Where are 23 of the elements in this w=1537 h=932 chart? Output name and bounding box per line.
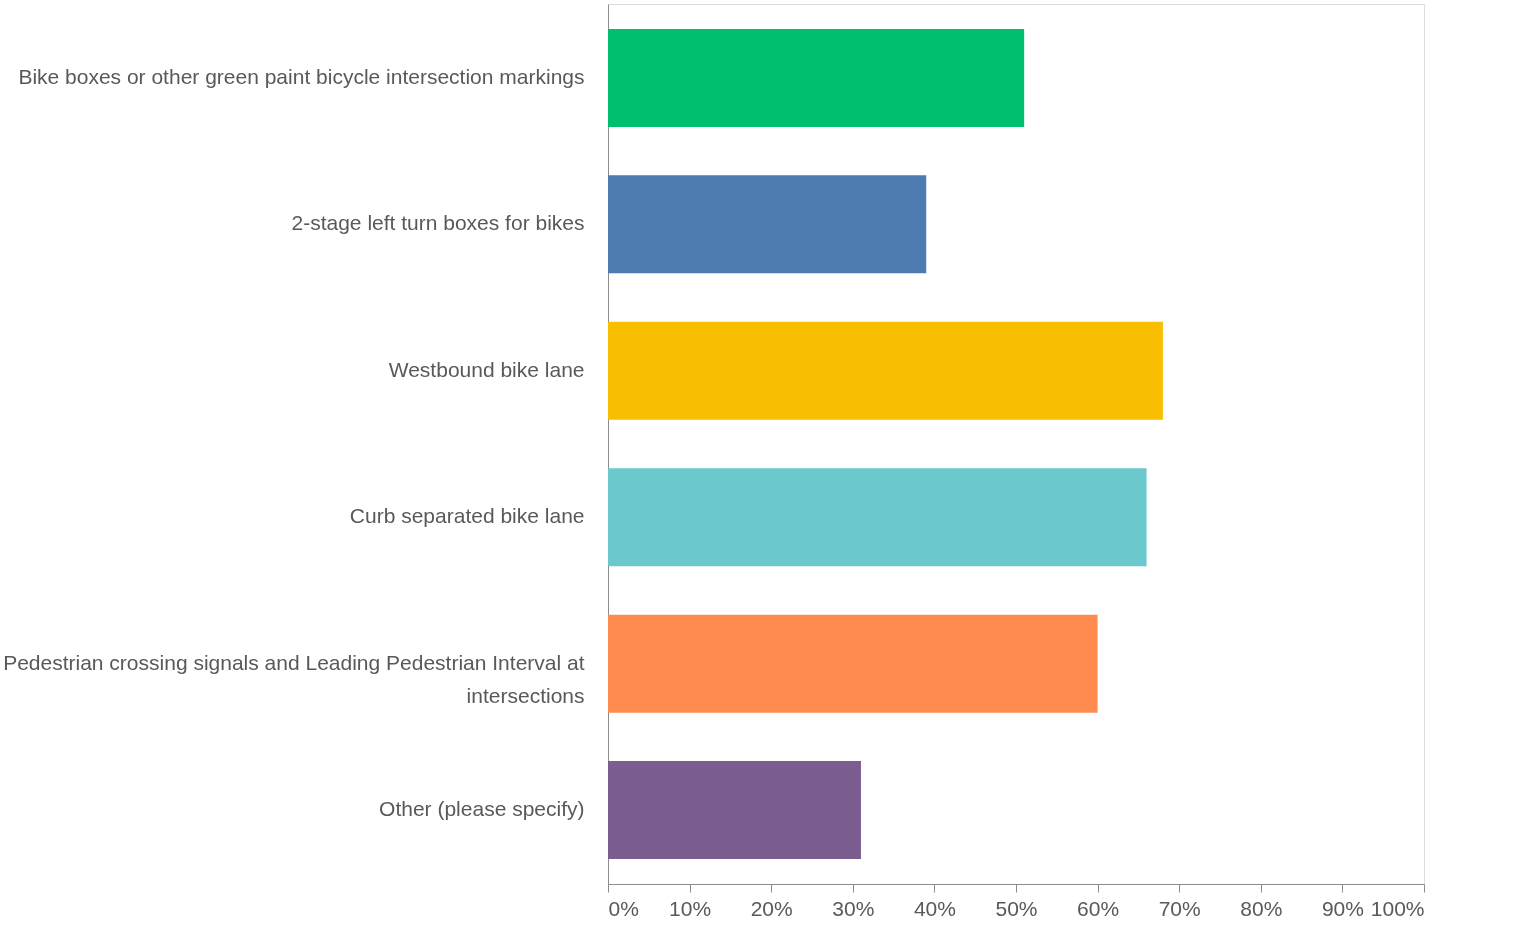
x-tick-label: 40% (913, 896, 956, 920)
y-tick-label: 2-stage left turn boxes for bikes (291, 211, 585, 235)
bar (608, 761, 861, 860)
y-tick-label: Pedestrian crossing signals and Leading Pedestrian Interval at intersections (3, 650, 585, 707)
x-tick-label: 60% (1077, 896, 1120, 920)
x-tick-label: 90% (1321, 896, 1364, 920)
bar (608, 321, 1163, 420)
x-tick-label: 50% (995, 896, 1038, 920)
y-tick-label: Westbound bike lane (388, 357, 585, 381)
bar (608, 468, 1147, 567)
bar (608, 614, 1098, 713)
y-tick-label: Other (please specify) (379, 797, 585, 821)
x-tick-label: 30% (832, 896, 875, 920)
x-tick-label: 20% (750, 896, 793, 920)
x-tick-label: 80% (1240, 896, 1283, 920)
x-tick-label: 70% (1158, 896, 1201, 920)
bar (608, 28, 1025, 127)
y-tick-label: Bike boxes or other green paint bicycle intersection markings (18, 64, 585, 88)
bar (608, 175, 927, 274)
y-tick-label: Curb separated bike lane (349, 504, 585, 528)
x-tick-label: 100% (1370, 896, 1425, 920)
x-tick-label: 10% (669, 896, 712, 920)
x-tick-label: 0% (608, 896, 639, 920)
